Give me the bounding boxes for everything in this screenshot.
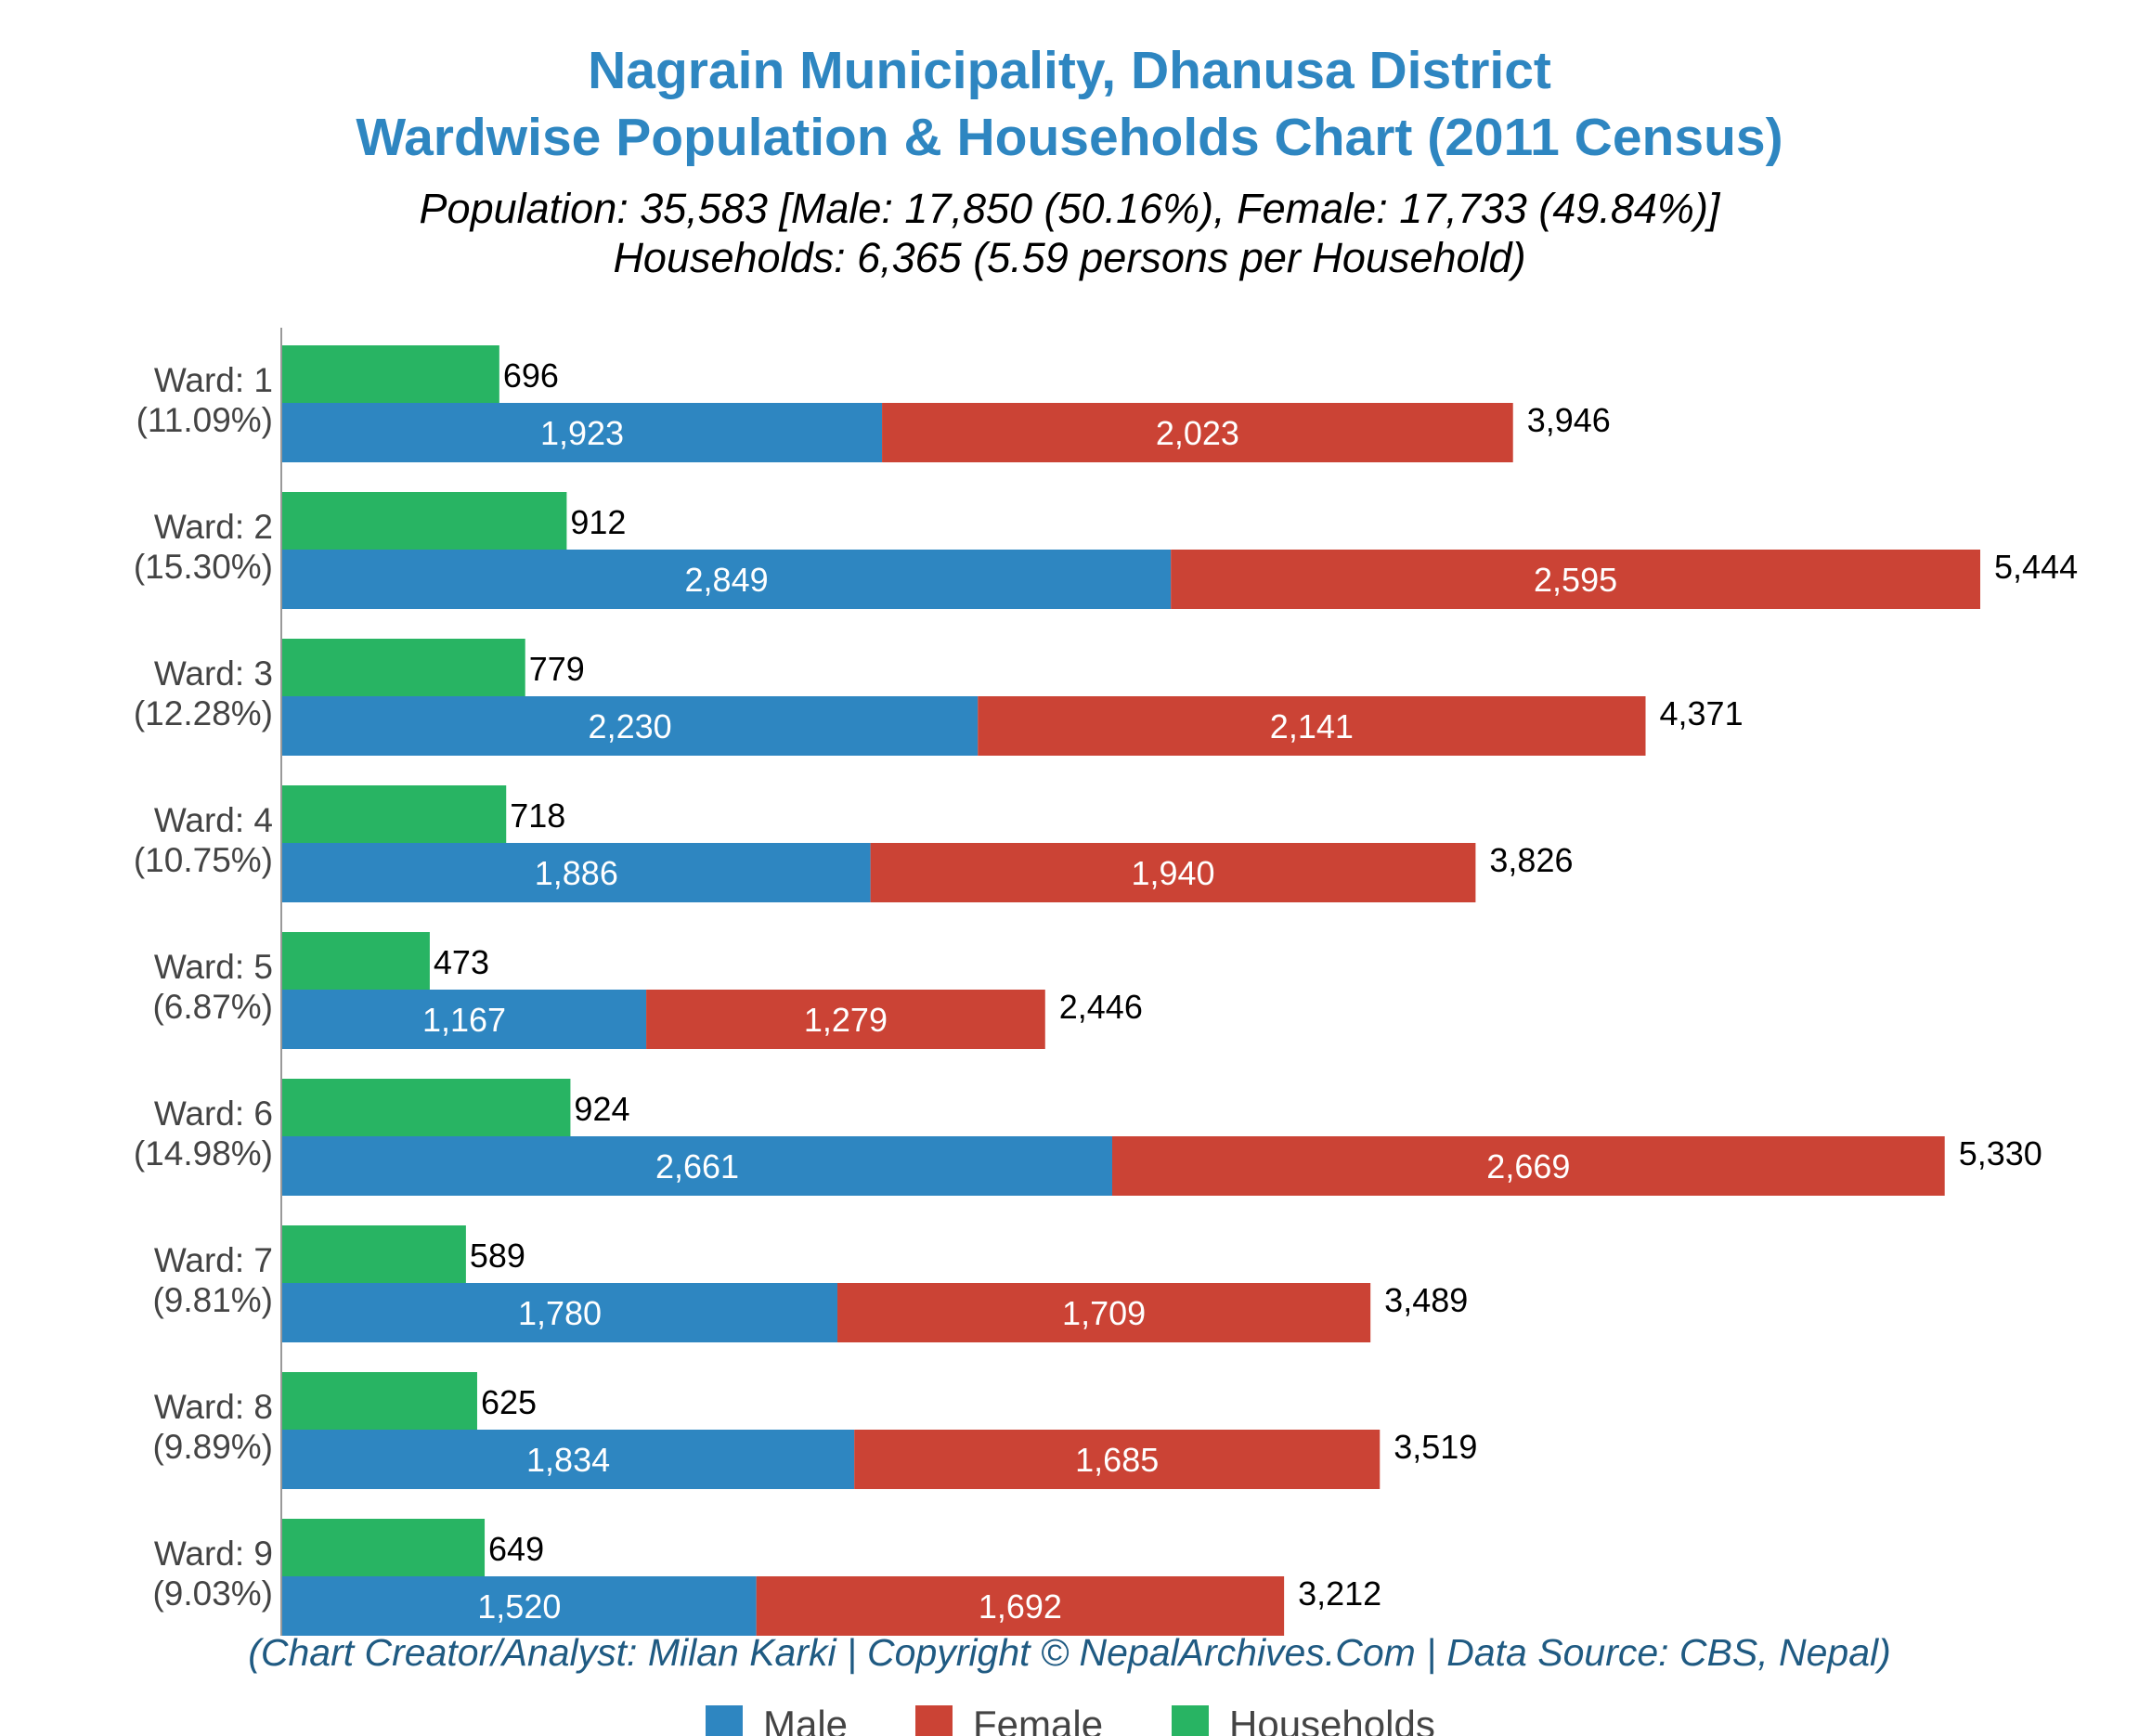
male-bar-ward-2 bbox=[282, 550, 1172, 609]
male-label-ward-3: 2,230 bbox=[589, 707, 672, 745]
category-label-ward-2: Ward: 2 bbox=[154, 508, 273, 546]
legend-households-label: Households bbox=[1229, 1703, 1435, 1736]
legend: Male Female Households bbox=[706, 1703, 1435, 1736]
chart-subtitle-line1: Population: 35,583 [Male: 17,850 (50.16%… bbox=[420, 185, 1721, 232]
total-label-ward-5: 2,446 bbox=[1059, 988, 1143, 1026]
male-label-ward-8: 1,834 bbox=[526, 1441, 610, 1479]
category-share-ward-9: (9.03%) bbox=[152, 1574, 273, 1613]
households-bar-ward-7 bbox=[282, 1225, 466, 1283]
female-label-ward-8: 1,685 bbox=[1075, 1441, 1159, 1479]
female-label-ward-5: 1,279 bbox=[804, 1001, 888, 1039]
credit-text: (Chart Creator/Analyst: Milan Karki | Co… bbox=[248, 1631, 1891, 1674]
male-label-ward-2: 2,849 bbox=[685, 561, 769, 599]
female-label-ward-6: 2,669 bbox=[1486, 1147, 1570, 1185]
female-bar-ward-6 bbox=[1112, 1136, 1945, 1196]
households-bar-ward-1 bbox=[282, 345, 499, 403]
households-label-ward-5: 473 bbox=[434, 943, 489, 981]
female-bar-ward-4 bbox=[870, 843, 1476, 902]
category-share-ward-4: (10.75%) bbox=[134, 841, 273, 879]
total-label-ward-7: 3,489 bbox=[1384, 1281, 1468, 1319]
category-share-ward-5: (6.87%) bbox=[152, 988, 273, 1026]
male-label-ward-9: 1,520 bbox=[477, 1587, 561, 1626]
male-bar-ward-5 bbox=[282, 990, 647, 1049]
male-bar-ward-4 bbox=[282, 843, 871, 902]
female-bar-ward-2 bbox=[1171, 550, 1980, 609]
female-label-ward-1: 2,023 bbox=[1156, 414, 1239, 452]
category-label-ward-7: Ward: 7 bbox=[154, 1241, 273, 1279]
male-label-ward-5: 1,167 bbox=[422, 1001, 506, 1039]
households-bar-ward-2 bbox=[282, 492, 567, 550]
households-label-ward-7: 589 bbox=[470, 1237, 525, 1275]
category-label-ward-1: Ward: 1 bbox=[154, 361, 273, 399]
female-bar-ward-7 bbox=[837, 1283, 1371, 1342]
households-bar-ward-9 bbox=[282, 1519, 486, 1576]
female-label-ward-3: 2,141 bbox=[1270, 707, 1354, 745]
households-label-ward-2: 912 bbox=[570, 503, 626, 541]
households-label-ward-1: 696 bbox=[503, 356, 559, 395]
households-bar-ward-5 bbox=[282, 932, 430, 990]
chart-title-line1: Nagrain Municipality, Dhanusa District bbox=[588, 41, 1551, 100]
male-bar-ward-9 bbox=[282, 1576, 757, 1636]
total-label-ward-9: 3,212 bbox=[1298, 1574, 1381, 1613]
category-label-ward-8: Ward: 8 bbox=[154, 1388, 273, 1426]
total-label-ward-1: 3,946 bbox=[1527, 401, 1611, 439]
category-label-ward-6: Ward: 6 bbox=[154, 1095, 273, 1133]
category-share-ward-1: (11.09%) bbox=[136, 401, 273, 439]
legend-male-label: Male bbox=[763, 1703, 848, 1736]
households-bar-ward-6 bbox=[282, 1079, 571, 1136]
households-label-ward-6: 924 bbox=[574, 1090, 629, 1128]
total-label-ward-6: 5,330 bbox=[1959, 1134, 2042, 1172]
chart-title-line2: Wardwise Population & Households Chart (… bbox=[356, 108, 1782, 167]
female-label-ward-7: 1,709 bbox=[1062, 1294, 1146, 1332]
male-bar-ward-3 bbox=[282, 696, 979, 756]
category-share-ward-3: (12.28%) bbox=[134, 694, 273, 732]
male-bar-ward-8 bbox=[282, 1430, 855, 1489]
male-label-ward-7: 1,780 bbox=[518, 1294, 602, 1332]
male-label-ward-4: 1,886 bbox=[535, 854, 618, 892]
total-label-ward-4: 3,826 bbox=[1489, 841, 1573, 879]
households-bar-ward-8 bbox=[282, 1372, 477, 1430]
legend-female-swatch bbox=[915, 1705, 953, 1736]
male-bar-ward-1 bbox=[282, 403, 883, 462]
category-share-ward-8: (9.89%) bbox=[152, 1428, 273, 1466]
plot-area: 696 1,923 2,023 3,946 Ward: 1(11.09%) 912 2,84… bbox=[134, 345, 2078, 1636]
female-label-ward-9: 1,692 bbox=[979, 1587, 1062, 1626]
female-label-ward-2: 2,595 bbox=[1534, 561, 1617, 599]
households-label-ward-3: 779 bbox=[529, 650, 585, 688]
category-label-ward-5: Ward: 5 bbox=[154, 948, 273, 986]
female-bar-ward-3 bbox=[978, 696, 1646, 756]
male-label-ward-6: 2,661 bbox=[655, 1147, 739, 1185]
female-bar-ward-8 bbox=[854, 1430, 1381, 1489]
households-label-ward-4: 718 bbox=[510, 797, 565, 835]
legend-female-label: Female bbox=[973, 1703, 1103, 1736]
legend-households-swatch bbox=[1172, 1705, 1209, 1736]
female-bar-ward-9 bbox=[756, 1576, 1285, 1636]
female-label-ward-4: 1,940 bbox=[1131, 854, 1214, 892]
category-label-ward-4: Ward: 4 bbox=[154, 801, 273, 839]
households-bar-ward-3 bbox=[282, 639, 525, 696]
category-label-ward-3: Ward: 3 bbox=[154, 654, 273, 693]
chart-subtitle-line2: Households: 6,365 (5.59 persons per Hous… bbox=[613, 234, 1525, 281]
households-bar-ward-4 bbox=[282, 785, 507, 843]
households-label-ward-8: 625 bbox=[481, 1383, 537, 1421]
total-label-ward-2: 5,444 bbox=[1994, 548, 2078, 586]
category-share-ward-6: (14.98%) bbox=[134, 1134, 273, 1172]
total-label-ward-8: 3,519 bbox=[1394, 1428, 1477, 1466]
male-label-ward-1: 1,923 bbox=[540, 414, 624, 452]
total-label-ward-3: 4,371 bbox=[1660, 694, 1744, 732]
category-share-ward-2: (15.30%) bbox=[134, 548, 273, 586]
category-label-ward-9: Ward: 9 bbox=[154, 1535, 273, 1573]
female-bar-ward-1 bbox=[882, 403, 1513, 462]
male-bar-ward-7 bbox=[282, 1283, 838, 1342]
category-share-ward-7: (9.81%) bbox=[152, 1281, 273, 1319]
male-bar-ward-6 bbox=[282, 1136, 1113, 1196]
legend-male-swatch bbox=[706, 1705, 743, 1736]
female-bar-ward-5 bbox=[646, 990, 1045, 1049]
households-label-ward-9: 649 bbox=[488, 1530, 544, 1568]
